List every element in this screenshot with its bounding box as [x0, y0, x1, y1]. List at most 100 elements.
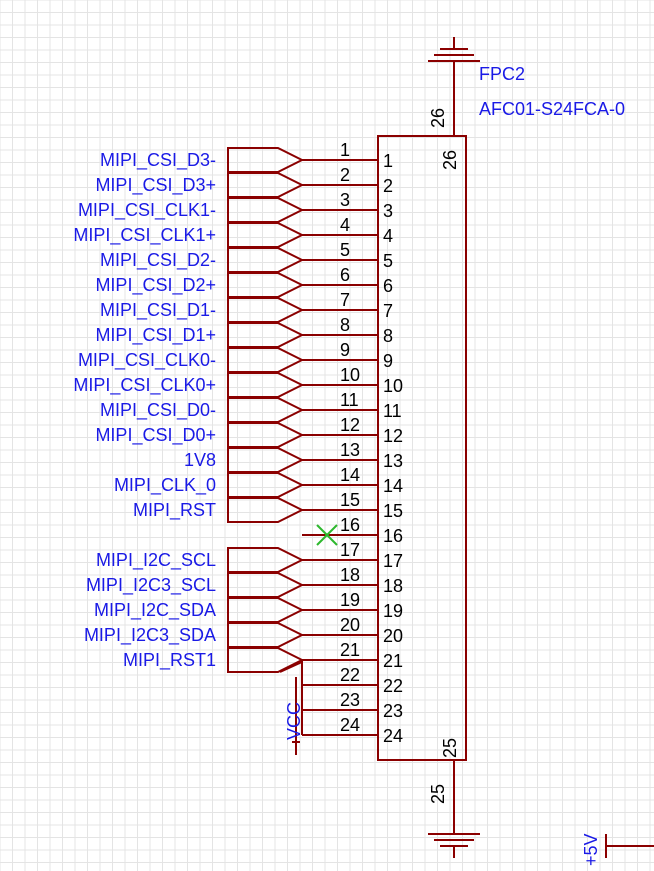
pin-row: 12 12 MIPI_CSI_D0+ [95, 415, 403, 448]
pin-number-inner: 24 [383, 726, 403, 746]
net-label: MIPI_CSI_CLK1- [78, 200, 216, 221]
net-label: MIPI_CSI_D0- [100, 400, 216, 421]
pin-number-outer: 8 [340, 315, 350, 335]
pin-number-inner: 16 [383, 526, 403, 546]
pin-row: 23 23 [302, 690, 403, 721]
net-port[interactable] [227, 322, 305, 348]
pin-row: 17 17 MIPI_I2C_SCL [96, 540, 403, 573]
net-port[interactable] [227, 472, 305, 498]
pin-number-outer: 11 [340, 390, 359, 410]
pin-number-outer: 22 [340, 665, 360, 685]
pin-number-outer: 16 [340, 515, 360, 535]
net-port[interactable] [227, 222, 305, 248]
pin-number-inner: 2 [383, 176, 393, 196]
net-port[interactable] [227, 422, 305, 448]
pin-rows: 11MIPI_CSI_D3-22MIPI_CSI_D3+33MIPI_CSI_C… [73, 140, 403, 746]
vcc-label: VCC [284, 702, 304, 740]
pin-number-inner: 20 [383, 626, 403, 646]
vcc-power-symbol [279, 660, 303, 755]
net-port[interactable] [227, 272, 305, 298]
net-port[interactable] [227, 347, 305, 373]
pin-26-outer-number: 26 [428, 108, 448, 128]
no-connect-marker [316, 524, 338, 546]
pin-number-outer: 4 [340, 215, 350, 235]
net-port[interactable] [227, 597, 305, 623]
net-port[interactable] [227, 197, 305, 223]
net-port[interactable] [227, 147, 305, 173]
pin-number-inner: 19 [383, 601, 403, 621]
pin-number-inner: 13 [383, 451, 403, 471]
pin-number-inner: 7 [383, 301, 393, 321]
pin-number-outer: 13 [340, 440, 360, 460]
net-port[interactable] [227, 247, 305, 273]
pin-number-inner: 15 [383, 501, 403, 521]
net-label: MIPI_CLK_0 [114, 475, 216, 496]
net-port[interactable] [227, 172, 305, 198]
bottom-ground-symbol [428, 760, 480, 858]
connector-body[interactable] [377, 135, 467, 761]
pin-number-inner: 11 [383, 401, 402, 421]
pin-row: 19 19 MIPI_I2C_SDA [94, 590, 403, 623]
pin-row: 5 5 MIPI_CSI_D2- [100, 240, 393, 273]
pin-row: 24 24 [302, 715, 403, 746]
net-label: 1V8 [184, 450, 216, 470]
pin-row: 13 13 1V8 [184, 440, 403, 473]
pin-number-outer: 3 [340, 190, 350, 210]
net-label: MIPI_CSI_CLK0+ [73, 375, 216, 396]
pin-row: 1 1 MIPI_CSI_D3- [100, 140, 393, 173]
pin-row: 7 7 MIPI_CSI_D1- [100, 290, 393, 323]
net-port[interactable] [227, 372, 305, 398]
net-label: MIPI_CSI_D1- [100, 300, 216, 321]
pin-number-outer: 5 [340, 240, 350, 260]
pin-number-outer: 7 [340, 290, 350, 310]
net-label: MIPI_I2C3_SDA [84, 625, 216, 646]
pin-number-outer: 1 [340, 140, 350, 160]
pin-number-outer: 14 [340, 465, 360, 485]
plus5v-label: +5V [581, 833, 601, 866]
pin-number-outer: 2 [340, 165, 350, 185]
pin-row: 20 20 MIPI_I2C3_SDA [84, 615, 403, 648]
pin-number-outer: 19 [340, 590, 360, 610]
component-part-number: AFC01-S24FCA-0 [479, 99, 625, 119]
pin-number-outer: 23 [340, 690, 360, 710]
pin-row: 18 18 MIPI_I2C3_SCL [86, 565, 403, 598]
pin-number-outer: 18 [340, 565, 360, 585]
net-label: MIPI_RST [133, 500, 216, 521]
net-label: MIPI_I2C_SDA [94, 600, 216, 621]
net-port[interactable] [227, 397, 305, 423]
net-label: MIPI_CSI_CLK0- [78, 350, 216, 371]
pin-row: 11 11 MIPI_CSI_D0- [100, 390, 402, 423]
net-label: MIPI_I2C_SCL [96, 550, 216, 571]
pin-number-outer: 17 [340, 540, 360, 560]
net-port[interactable] [227, 447, 305, 473]
net-port[interactable] [227, 497, 305, 523]
pin-number-outer: 9 [340, 340, 350, 360]
pin-number-outer: 24 [340, 715, 360, 735]
net-port[interactable] [227, 297, 305, 323]
net-port[interactable] [227, 572, 305, 598]
pin-number-inner: 6 [383, 276, 393, 296]
pin-row: 4 4 MIPI_CSI_CLK1+ [73, 215, 393, 248]
pin-row: 6 6 MIPI_CSI_D2+ [95, 265, 393, 298]
pin-number-inner: 10 [383, 376, 403, 396]
net-label: MIPI_CSI_D2- [100, 250, 216, 271]
pin-number-inner: 3 [383, 201, 393, 221]
net-port[interactable] [227, 647, 305, 673]
net-port[interactable] [227, 547, 305, 573]
pin-number-inner: 9 [383, 351, 393, 371]
pin-number-inner: 1 [383, 151, 393, 171]
pin-row: 10 10 MIPI_CSI_CLK0+ [73, 365, 403, 398]
pin-row: 2 2 MIPI_CSI_D3+ [95, 165, 393, 198]
top-ground-symbol [428, 37, 480, 136]
net-label: MIPI_CSI_D2+ [95, 275, 216, 296]
net-label: MIPI_CSI_D0+ [95, 425, 216, 446]
pin-number-outer: 12 [340, 415, 360, 435]
net-port[interactable] [227, 622, 305, 648]
pin-number-outer: 6 [340, 265, 350, 285]
pin-number-outer: 15 [340, 490, 360, 510]
pin-number-inner: 4 [383, 226, 393, 246]
component-designator: FPC2 [479, 64, 525, 84]
